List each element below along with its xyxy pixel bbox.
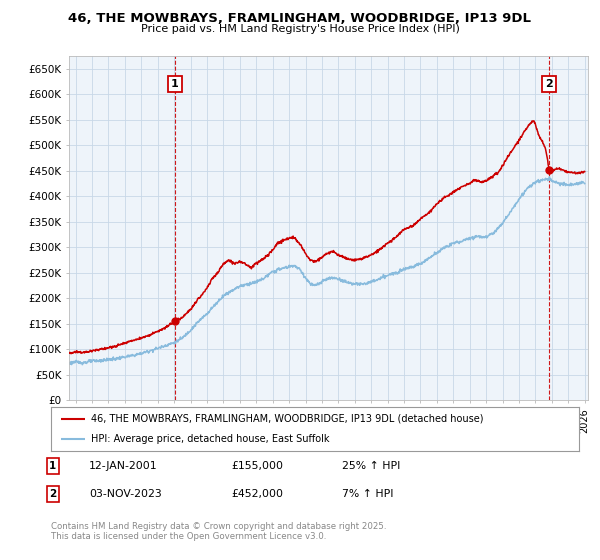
Text: 2: 2	[545, 79, 553, 89]
Text: 46, THE MOWBRAYS, FRAMLINGHAM, WOODBRIDGE, IP13 9DL: 46, THE MOWBRAYS, FRAMLINGHAM, WOODBRIDG…	[68, 12, 532, 25]
Text: Contains HM Land Registry data © Crown copyright and database right 2025.
This d: Contains HM Land Registry data © Crown c…	[51, 522, 386, 542]
Text: 12-JAN-2001: 12-JAN-2001	[89, 461, 157, 471]
Text: 2: 2	[49, 489, 56, 499]
Text: Price paid vs. HM Land Registry's House Price Index (HPI): Price paid vs. HM Land Registry's House …	[140, 24, 460, 34]
Text: 03-NOV-2023: 03-NOV-2023	[89, 489, 161, 499]
Text: 46, THE MOWBRAYS, FRAMLINGHAM, WOODBRIDGE, IP13 9DL (detached house): 46, THE MOWBRAYS, FRAMLINGHAM, WOODBRIDG…	[91, 414, 483, 424]
Text: 25% ↑ HPI: 25% ↑ HPI	[342, 461, 400, 471]
Text: 1: 1	[171, 79, 179, 89]
Text: 1: 1	[49, 461, 56, 471]
Text: £452,000: £452,000	[231, 489, 283, 499]
Text: HPI: Average price, detached house, East Suffolk: HPI: Average price, detached house, East…	[91, 434, 329, 444]
Text: £155,000: £155,000	[231, 461, 283, 471]
Text: 7% ↑ HPI: 7% ↑ HPI	[342, 489, 394, 499]
